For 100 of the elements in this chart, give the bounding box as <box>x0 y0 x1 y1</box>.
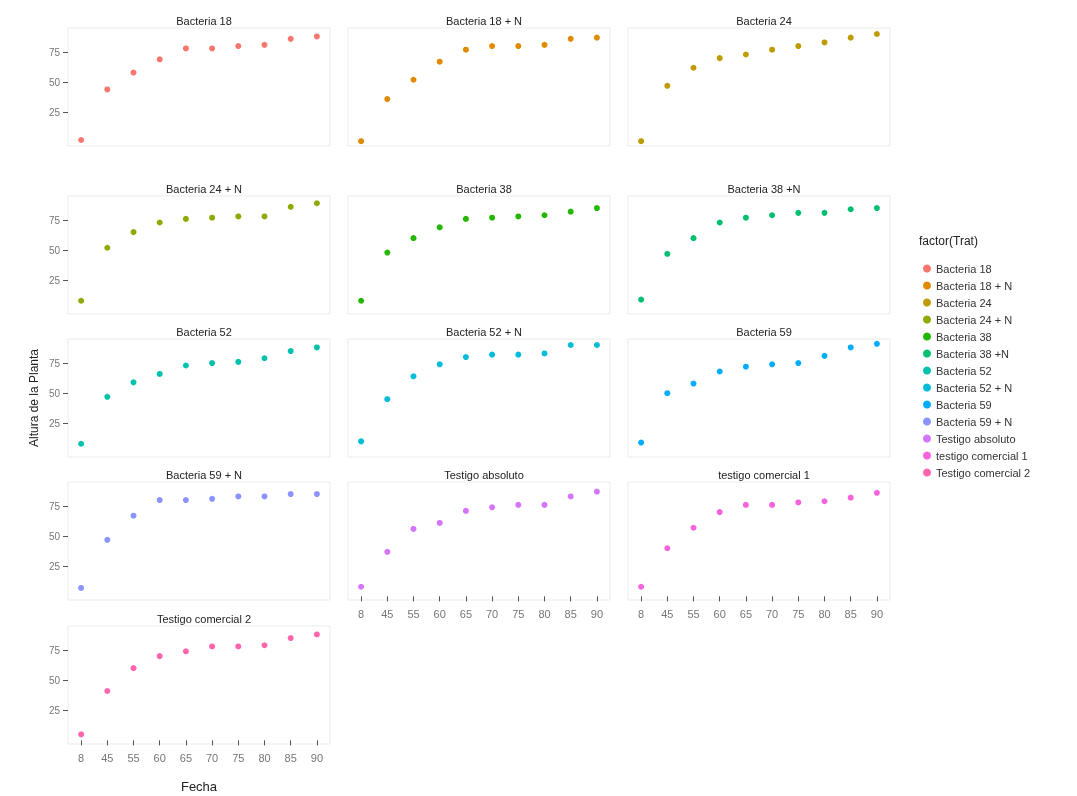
point <box>716 509 723 516</box>
x-tick-label: 90 <box>590 607 604 620</box>
y-tick-label: 50 <box>48 76 61 88</box>
point <box>358 583 365 590</box>
x-tick-label: 75 <box>792 607 805 620</box>
y-tick-label: 50 <box>48 530 61 542</box>
point <box>261 41 268 48</box>
point <box>742 51 749 58</box>
point <box>261 355 268 362</box>
point <box>209 45 216 52</box>
point <box>515 43 522 50</box>
legend-label: Bacteria 59 + N <box>936 415 1013 428</box>
x-tick-label: 90 <box>310 751 324 764</box>
x-tick-label: 8 <box>358 607 365 620</box>
point <box>638 439 645 446</box>
y-tick-label: 25 <box>48 106 61 118</box>
x-tick-label: 45 <box>381 607 394 620</box>
point <box>769 501 776 508</box>
point <box>182 648 189 655</box>
chart-title: Bacteria 38 +N <box>727 182 801 195</box>
point <box>182 45 189 52</box>
point <box>489 351 496 358</box>
point <box>821 209 828 216</box>
point <box>261 493 268 500</box>
x-tick-label: 65 <box>459 607 473 620</box>
chart-title: Bacteria 24 + N <box>165 182 243 195</box>
point <box>287 491 294 498</box>
point <box>462 46 469 53</box>
point <box>847 34 854 41</box>
point <box>130 665 137 672</box>
legend-label: Bacteria 52 + N <box>936 381 1013 394</box>
point <box>235 358 242 365</box>
point <box>78 297 85 304</box>
point <box>873 31 880 38</box>
chart-title: Bacteria 38 <box>456 182 512 195</box>
legend-label: Bacteria 38 <box>936 330 992 343</box>
x-tick-label: 45 <box>101 751 114 764</box>
point <box>78 136 85 143</box>
point <box>541 212 548 219</box>
point <box>261 642 268 649</box>
x-tick-label: 70 <box>765 607 779 620</box>
y-tick-label: 25 <box>48 560 61 572</box>
point <box>821 498 828 505</box>
legend-label: Bacteria 24 + N <box>936 313 1013 326</box>
point <box>182 497 189 504</box>
x-tick-label: 85 <box>564 607 577 620</box>
y-tick-label: 75 <box>48 644 61 656</box>
point <box>664 390 671 397</box>
y-tick-label: 25 <box>48 704 61 716</box>
x-axis-title: Fecha <box>180 779 218 794</box>
point <box>436 224 443 231</box>
point <box>209 214 216 221</box>
x-tick-label: 60 <box>713 607 726 620</box>
x-tick-label: 65 <box>739 607 753 620</box>
point <box>104 688 111 695</box>
point <box>287 35 294 42</box>
point <box>664 82 671 89</box>
point <box>593 34 600 41</box>
point <box>287 635 294 642</box>
point <box>313 33 320 40</box>
x-tick-label: 75 <box>232 751 245 764</box>
point <box>541 41 548 48</box>
point <box>209 495 216 502</box>
point <box>209 643 216 650</box>
point <box>769 212 776 219</box>
legend-label: Testigo absoluto <box>936 432 1016 445</box>
y-tick-label: 25 <box>48 417 61 429</box>
point <box>873 205 880 212</box>
x-tick-label: 65 <box>179 751 193 764</box>
point <box>795 360 802 367</box>
point <box>515 351 522 358</box>
point <box>638 296 645 303</box>
point <box>235 43 242 50</box>
point <box>716 55 723 62</box>
point <box>104 393 111 400</box>
point <box>795 209 802 216</box>
point <box>567 208 574 215</box>
point <box>821 39 828 46</box>
point <box>593 205 600 212</box>
point <box>489 504 496 511</box>
x-tick-label: 60 <box>153 751 166 764</box>
x-tick-label: 85 <box>284 751 297 764</box>
chart-title: Testigo comercial 2 <box>156 612 252 625</box>
point <box>313 200 320 207</box>
point <box>690 64 697 71</box>
point <box>358 297 365 304</box>
point <box>182 215 189 222</box>
point <box>462 354 469 361</box>
chart-title: Testigo absoluto <box>444 468 524 481</box>
point <box>436 361 443 368</box>
point <box>384 249 391 256</box>
chart-title: Bacteria 18 <box>176 14 232 27</box>
point <box>78 584 85 591</box>
x-tick-label: 55 <box>687 607 700 620</box>
point <box>489 214 496 221</box>
point <box>384 548 391 555</box>
legend-label: Bacteria 38 +N <box>936 347 1010 360</box>
legend-label: Bacteria 18 + N <box>936 279 1013 292</box>
point <box>313 344 320 351</box>
point <box>847 494 854 501</box>
